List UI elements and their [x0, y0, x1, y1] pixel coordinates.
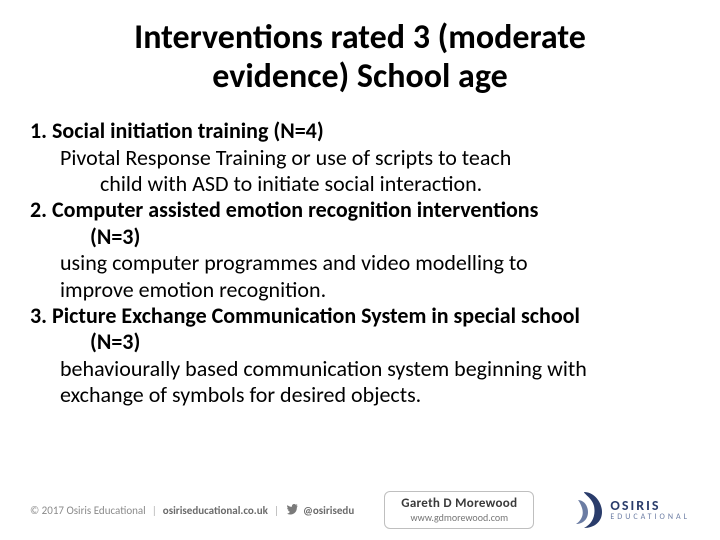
logo-mark-icon: [564, 490, 604, 530]
item-1-desc-l2: child with ASD to initiate social intera…: [100, 171, 690, 197]
item-3-num: 3.: [30, 302, 47, 329]
slide-title: Interventions rated 3 (moderate evidence…: [70, 18, 650, 96]
separator-icon: |: [274, 504, 279, 517]
item-3-heading-l2: (N=3): [90, 329, 690, 355]
item-3-head: Picture Exchange Communication System in…: [52, 302, 580, 329]
item-2-desc-l2: improve emotion recognition.: [60, 277, 690, 303]
author-card: Gareth D Morewood www.gdmorewood.com: [384, 491, 534, 529]
slide-footer: © 2017 Osiris Educational | osiriseducat…: [30, 490, 690, 530]
brand-bot: EDUCATIONAL: [610, 513, 690, 521]
item-3-desc-l1: behaviourally based communication system…: [60, 356, 690, 382]
twitter-icon: [285, 504, 299, 516]
item-3-desc-l2: exchange of symbols for desired objects.: [60, 382, 690, 408]
copyright-block: © 2017 Osiris Educational | osiriseducat…: [30, 504, 354, 517]
copyright-text: © 2017 Osiris Educational: [30, 504, 146, 517]
site-link[interactable]: osiriseducational.co.uk: [163, 504, 268, 517]
item-1-desc-l1: Pivotal Response Training or use of scri…: [60, 145, 690, 171]
item-2-heading-l2: (N=3): [90, 224, 690, 250]
slide-body: 1. Social initiation training (N=4) Pivo…: [30, 118, 690, 408]
brand-text: OSIRIS EDUCATIONAL: [610, 499, 690, 521]
item-3-heading: 3. Picture Exchange Communication System…: [30, 303, 690, 329]
brand-top: OSIRIS: [610, 499, 690, 513]
twitter-handle[interactable]: @osirisedu: [303, 504, 354, 517]
author-name: Gareth D Morewood: [397, 496, 521, 511]
brand-logo: OSIRIS EDUCATIONAL: [564, 490, 690, 530]
item-2-desc-l1: using computer programmes and video mode…: [60, 250, 690, 276]
item-1-heading: 1. Social initiation training (N=4): [30, 118, 690, 144]
item-1-head: Social initiation training (N=4): [52, 117, 324, 144]
item-2-head: Computer assisted emotion recognition in…: [52, 196, 538, 223]
item-2-num: 2.: [30, 196, 47, 223]
item-2-heading: 2. Computer assisted emotion recognition…: [30, 197, 690, 223]
separator-icon: |: [152, 504, 157, 517]
author-site[interactable]: www.gdmorewood.com: [397, 511, 521, 524]
item-1-num: 1.: [30, 117, 47, 144]
